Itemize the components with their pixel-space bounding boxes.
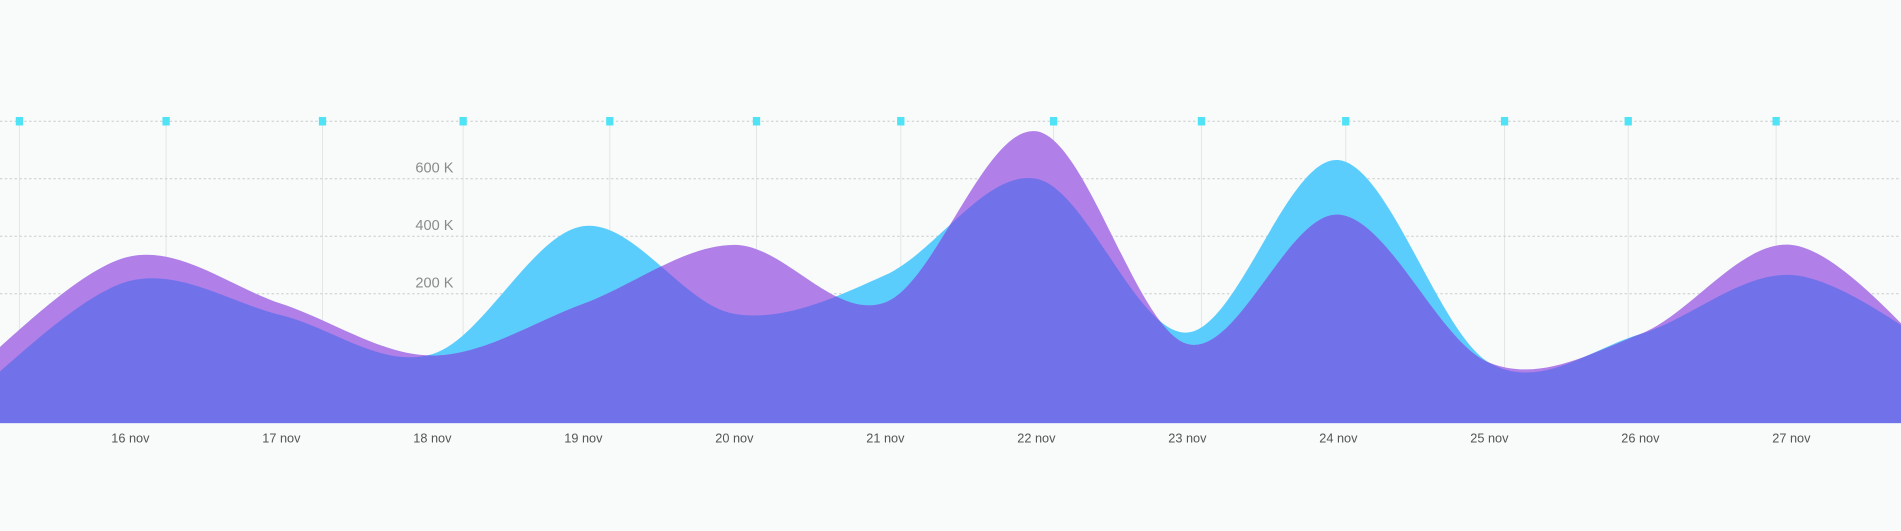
top-marker [752, 116, 761, 126]
x-tick-label: 18 nov [413, 431, 452, 446]
top-marker [1772, 116, 1780, 126]
x-tick-label: 21 nov [866, 431, 905, 446]
top-marker [1500, 116, 1509, 126]
top-marker [1197, 116, 1206, 126]
y-tick-label: 200 K [415, 276, 453, 292]
area-overlap [0, 159, 1901, 424]
top-marker [15, 116, 24, 126]
top-marker [606, 116, 614, 126]
top-marker [1624, 116, 1632, 126]
top-marker [1049, 116, 1058, 126]
x-tick-label: 22 nov [1017, 431, 1056, 446]
y-tick-label: 400 K [415, 218, 453, 234]
x-tick-label: 27 nov [1772, 431, 1811, 446]
x-tick-label: 26 nov [1621, 431, 1660, 446]
top-marker [459, 116, 467, 126]
x-tick-label: 20 nov [715, 431, 754, 446]
x-tick-label: 17 nov [262, 431, 301, 446]
x-tick-label: 23 nov [1168, 431, 1207, 446]
x-tick-label: 24 nov [1319, 431, 1358, 446]
top-marker [897, 116, 905, 126]
x-tick-label: 25 nov [1470, 431, 1509, 446]
top-marker [1342, 116, 1350, 126]
top-marker [162, 116, 170, 126]
top-marker [318, 116, 327, 126]
y-tick-label: 600 K [415, 161, 453, 177]
x-tick-label: 16 nov [111, 431, 150, 446]
x-tick-label: 19 nov [564, 431, 603, 446]
